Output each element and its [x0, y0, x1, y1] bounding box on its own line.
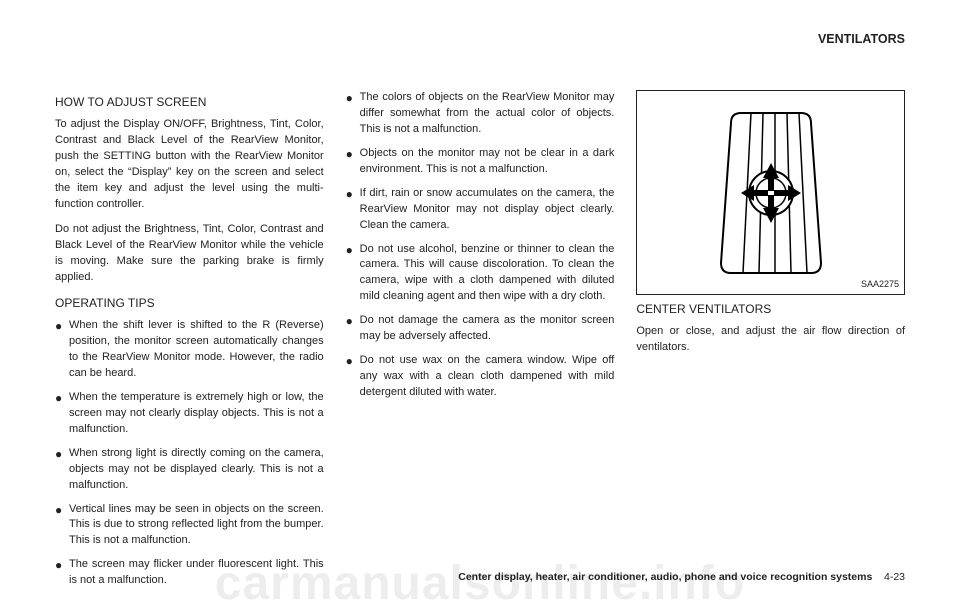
header-title: VENTILATORS	[818, 32, 905, 46]
para-adjust-1: To adjust the Display ON/OFF, Brightness…	[55, 117, 324, 213]
list-item: ●Vertical lines may be seen in objects o…	[55, 502, 324, 550]
footer-page-number: 4-23	[884, 571, 905, 583]
footer-section: Center display, heater, air conditioner,…	[458, 571, 872, 583]
list-text: Do not damage the camera as the monitor …	[360, 313, 615, 345]
bullet-icon: ●	[55, 446, 69, 494]
list-text: The colors of objects on the RearView Mo…	[360, 90, 615, 138]
list-text: If dirt, rain or snow accumulates on the…	[360, 186, 615, 234]
list-text: Do not use wax on the camera window. Wip…	[360, 353, 615, 401]
list-text: The screen may flicker under fluorescent…	[69, 557, 324, 589]
content-columns: HOW TO ADJUST SCREEN To adjust the Displ…	[55, 90, 905, 597]
column-2: ●The colors of objects on the RearView M…	[346, 90, 615, 409]
bullet-icon: ●	[346, 186, 360, 234]
bullet-icon: ●	[346, 90, 360, 138]
list-item: ●Do not use alcohol, benzine or thinner …	[346, 242, 615, 306]
bullet-icon: ●	[346, 146, 360, 178]
ventilator-icon	[696, 103, 846, 283]
bullet-icon: ●	[55, 502, 69, 550]
figure-caption: SAA2275	[861, 278, 899, 291]
list-item: ●Do not damage the camera as the monitor…	[346, 313, 615, 345]
heading-adjust-screen: HOW TO ADJUST SCREEN	[55, 94, 324, 111]
tips-list-1: ●When the shift lever is shifted to the …	[55, 318, 324, 589]
list-text: Do not use alcohol, benzine or thinner t…	[360, 242, 615, 306]
list-text: When the temperature is extremely high o…	[69, 390, 324, 438]
heading-center-ventilators: CENTER VENTILATORS	[636, 301, 905, 318]
tips-list-2: ●The colors of objects on the RearView M…	[346, 90, 615, 401]
column-1: HOW TO ADJUST SCREEN To adjust the Displ…	[55, 90, 324, 597]
bullet-icon: ●	[55, 557, 69, 589]
ventilator-figure: SAA2275	[636, 90, 905, 295]
list-text: When the shift lever is shifted to the R…	[69, 318, 324, 382]
list-item: ●The screen may flicker under fluorescen…	[55, 557, 324, 589]
list-item: ●If dirt, rain or snow accumulates on th…	[346, 186, 615, 234]
para-adjust-2: Do not adjust the Brightness, Tint, Colo…	[55, 222, 324, 286]
list-text: Objects on the monitor may not be clear …	[360, 146, 615, 178]
list-item: ●When the shift lever is shifted to the …	[55, 318, 324, 382]
bullet-icon: ●	[55, 318, 69, 382]
list-item: ●When the temperature is extremely high …	[55, 390, 324, 438]
bullet-icon: ●	[346, 353, 360, 401]
list-text: Vertical lines may be seen in objects on…	[69, 502, 324, 550]
page-footer: Center display, heater, air conditioner,…	[458, 571, 905, 583]
list-text: When strong light is directly coming on …	[69, 446, 324, 494]
list-item: ●Objects on the monitor may not be clear…	[346, 146, 615, 178]
bullet-icon: ●	[55, 390, 69, 438]
bullet-icon: ●	[346, 313, 360, 345]
list-item: ●When strong light is directly coming on…	[55, 446, 324, 494]
list-item: ●The colors of objects on the RearView M…	[346, 90, 615, 138]
para-ventilators: Open or close, and adjust the air flow d…	[636, 324, 905, 356]
heading-operating-tips: OPERATING TIPS	[55, 295, 324, 312]
list-item: ●Do not use wax on the camera window. Wi…	[346, 353, 615, 401]
bullet-icon: ●	[346, 242, 360, 306]
column-3: SAA2275 CENTER VENTILATORS Open or close…	[636, 90, 905, 365]
